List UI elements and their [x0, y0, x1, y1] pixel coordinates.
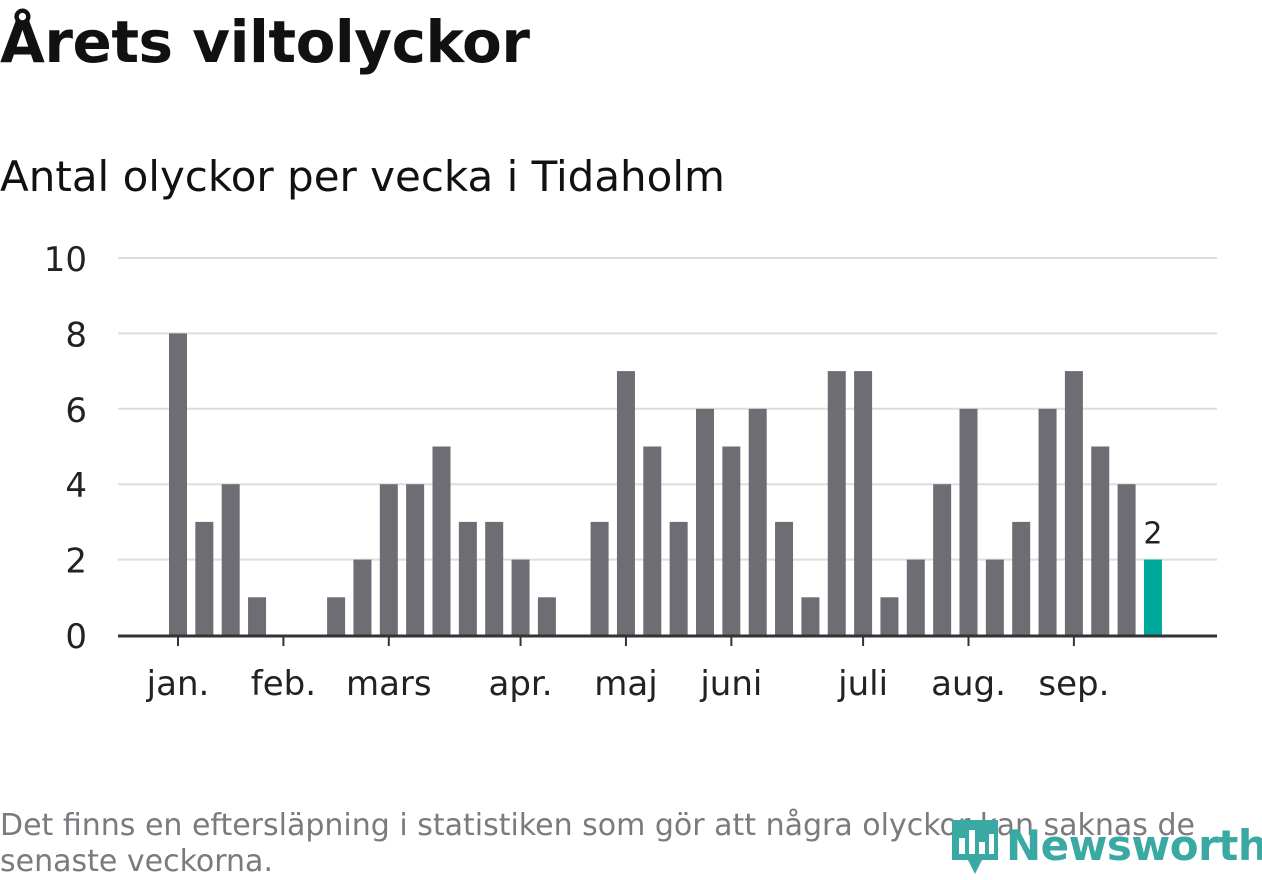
- bar: [248, 597, 267, 635]
- y-tick-label: 2: [65, 542, 87, 582]
- y-tick-label: 8: [65, 315, 87, 355]
- bar: [432, 446, 451, 635]
- x-tick-label: aug.: [931, 664, 1006, 704]
- newsworthy-logo-icon: [952, 820, 998, 874]
- chart-title: Årets viltolyckor: [0, 8, 530, 76]
- y-tick-label: 6: [65, 391, 87, 431]
- y-tick-label: 0: [65, 617, 87, 657]
- x-tick-label: maj: [594, 664, 657, 704]
- data-label-latest: 2: [1143, 517, 1162, 552]
- chart-subtitle: Antal olyckor per vecka i Tidaholm: [0, 152, 725, 201]
- bar: [722, 446, 741, 635]
- x-tick-label: sep.: [1038, 664, 1109, 704]
- x-tick-label: juni: [699, 664, 762, 704]
- bar: [327, 597, 346, 635]
- bar: [906, 559, 925, 635]
- newsworthy-logo-text: Newsworthy: [1006, 820, 1262, 870]
- bar: [643, 446, 662, 635]
- bar: [933, 484, 952, 635]
- bar: [590, 521, 609, 635]
- newsworthy-logo: Newsworthy: [950, 812, 1262, 878]
- bar: [801, 597, 820, 635]
- bar: [669, 521, 688, 635]
- x-tick-label: mars: [346, 664, 432, 704]
- bars: [169, 333, 1162, 635]
- bar: [1012, 521, 1031, 635]
- bar: [353, 559, 372, 635]
- bar: [537, 597, 556, 635]
- bar: [1064, 371, 1083, 635]
- data-labels: 2: [1143, 517, 1162, 552]
- x-tick-label: apr.: [489, 664, 553, 704]
- bar: [195, 521, 214, 635]
- bar: [748, 408, 767, 635]
- x-tick-label: jan.: [146, 664, 210, 704]
- bar: [406, 484, 425, 635]
- bar: [1117, 484, 1136, 635]
- bar: [485, 521, 504, 635]
- bar: [1091, 446, 1110, 635]
- bar: [827, 371, 846, 635]
- y-tick-label: 10: [44, 240, 87, 280]
- bar: [775, 521, 794, 635]
- bar: [379, 484, 398, 635]
- bar-chart: 0 2 4 6 8 10 jan. feb. mars apr. maj juni juli aug. s…: [44, 240, 1217, 704]
- x-axis: jan. feb. mars apr. maj juni juli aug. sep.: [118, 634, 1217, 704]
- bar: [616, 371, 635, 635]
- grid-lines: [118, 257, 1217, 561]
- bar: [985, 559, 1004, 635]
- bar: [696, 408, 714, 635]
- x-tick-label: juli: [837, 664, 888, 704]
- bar: [880, 597, 899, 635]
- bar: [1038, 408, 1057, 635]
- y-tick-label: 4: [65, 466, 87, 506]
- bar: [169, 333, 187, 635]
- x-tick-label: feb.: [251, 664, 316, 704]
- bar: [511, 559, 530, 635]
- y-axis-ticks: 0 2 4 6 8 10: [44, 240, 87, 657]
- bar: [458, 521, 477, 635]
- bar: [221, 484, 240, 635]
- bar-highlight: [1143, 559, 1162, 635]
- bar: [854, 371, 873, 635]
- bar: [959, 408, 978, 635]
